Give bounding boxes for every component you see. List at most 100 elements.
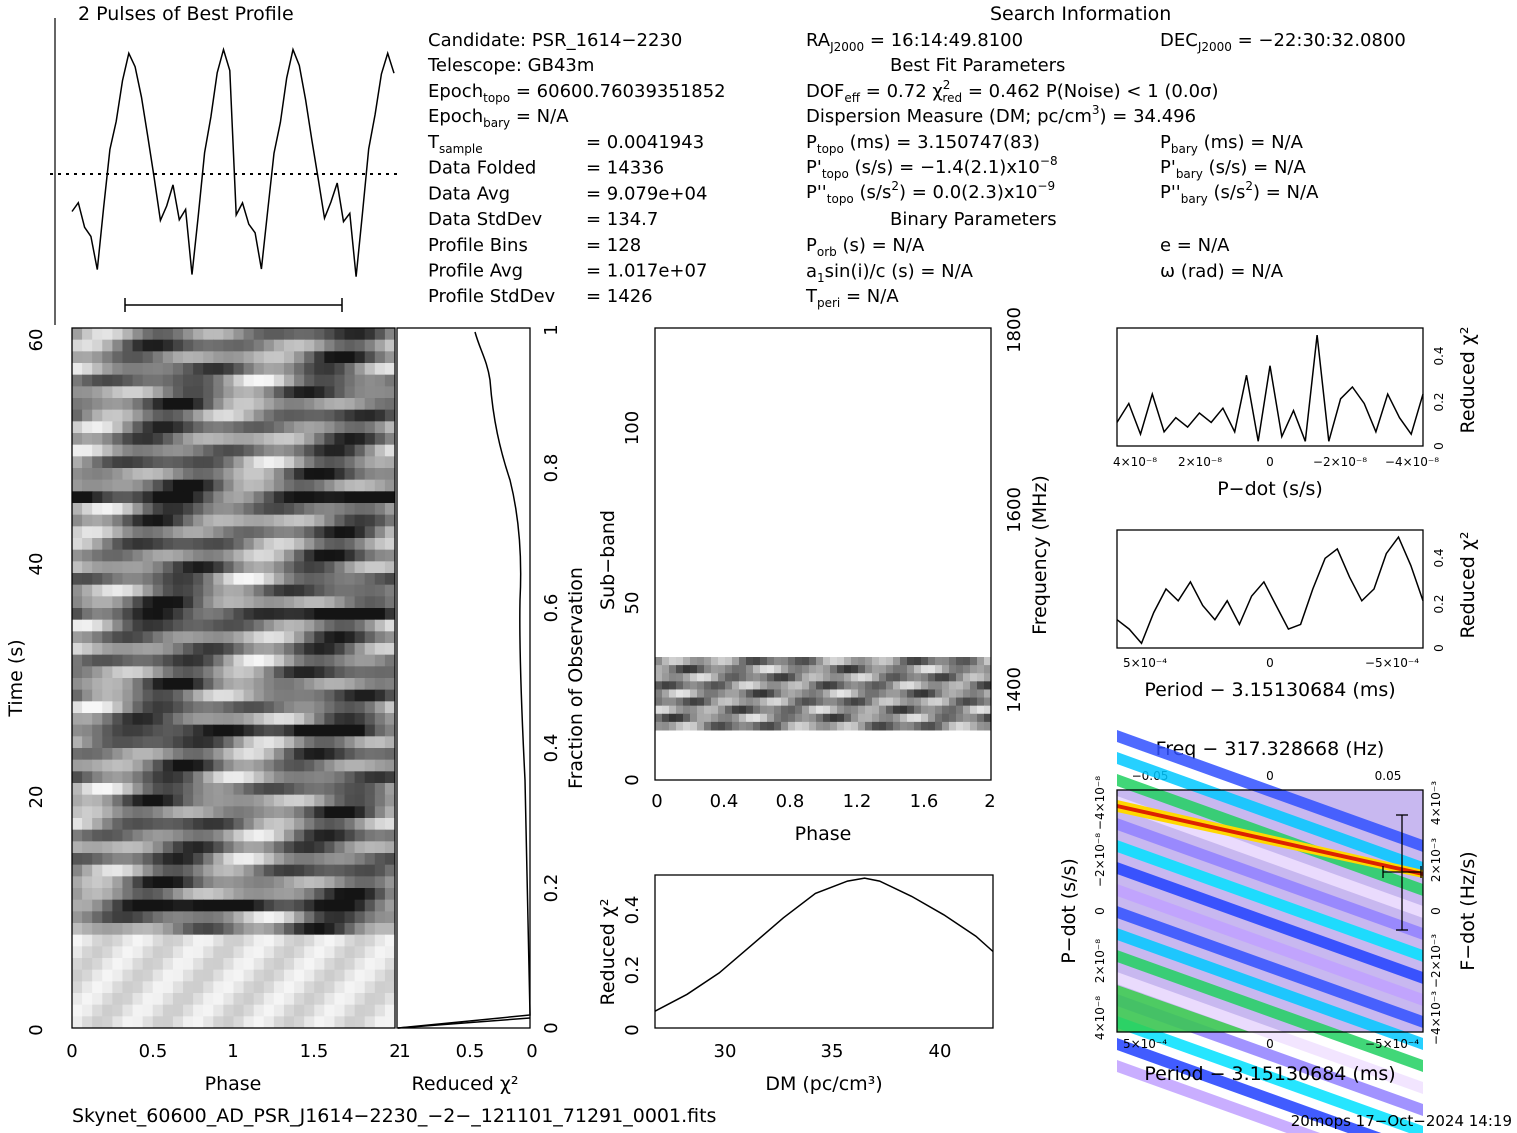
time-phase-cell — [223, 398, 234, 411]
time-phase-cell — [364, 934, 376, 947]
time-phase-cell — [193, 794, 204, 807]
time-phase-cell — [354, 584, 366, 597]
time-phase-cell — [112, 479, 123, 492]
time-phase-cell — [82, 549, 93, 562]
time-phase-cell — [273, 666, 285, 679]
subband-cell — [760, 713, 768, 723]
time-phase-cell — [223, 409, 234, 422]
time-phase-cell — [122, 374, 134, 387]
time-phase-cell — [243, 514, 255, 527]
time-phase-cell — [72, 818, 83, 831]
subband-cell — [781, 689, 789, 699]
subband-cell — [865, 665, 873, 674]
subband-cell — [865, 689, 873, 699]
time-phase-cell — [172, 328, 184, 341]
time-phase-cell — [112, 339, 123, 352]
time-phase-cell — [92, 666, 103, 679]
pd-xtick-1: 4×10⁻⁸ — [1113, 455, 1157, 469]
info-row-value: = 1426 — [586, 286, 653, 307]
time-phase-cell — [142, 736, 154, 749]
time-phase-cell — [384, 643, 396, 656]
subband-cell — [683, 681, 691, 690]
time-phase-cell — [294, 713, 305, 726]
ppdot-band — [1117, 1060, 1321, 1133]
time-phase-cell — [82, 631, 93, 644]
subband-cell — [865, 673, 873, 682]
time-phase-cell — [334, 888, 346, 901]
time-phase-cell — [203, 1004, 214, 1017]
subband-cell — [942, 705, 950, 715]
subband-cell — [914, 689, 922, 699]
time-phase-cell — [304, 841, 315, 854]
dm-xtick-40: 40 — [929, 1041, 952, 1062]
time-phase-cell — [152, 899, 164, 912]
time-phase-cell — [152, 409, 164, 422]
time-phase-cell — [193, 993, 204, 1006]
time-phase-cell — [294, 526, 305, 539]
time-phase-cell — [92, 351, 103, 364]
time-phase-cell — [253, 701, 265, 714]
time-phase-cell — [152, 759, 164, 772]
time-phase-cell — [344, 794, 356, 807]
ppdot-band — [1117, 818, 1423, 940]
time-phase-cell — [152, 748, 164, 761]
time-phase-cell — [384, 911, 396, 924]
time-phase-cell — [162, 538, 174, 551]
pr-ytick-0: 0 — [1432, 644, 1446, 652]
time-phase-cell — [142, 643, 154, 656]
subband-cell — [816, 657, 824, 666]
time-phase-cell — [102, 456, 113, 469]
time-phase-cell — [162, 421, 174, 434]
time-phase-cell — [122, 701, 134, 714]
time-phase-cell — [183, 759, 194, 772]
time-phase-cell — [203, 771, 214, 784]
time-phase-cell — [203, 678, 214, 691]
time-phase-cell — [354, 841, 366, 854]
time-phase-cell — [253, 876, 265, 889]
time-phase-cell — [233, 549, 245, 562]
subband-cell — [725, 705, 733, 715]
subband-cell — [984, 665, 992, 674]
time-phase-cell — [354, 946, 366, 959]
tp-ytick-0: 0 — [26, 1024, 47, 1035]
subband-cell — [669, 713, 677, 723]
time-phase-cell — [344, 736, 356, 749]
time-phase-cell — [283, 328, 295, 341]
subband-cell — [655, 721, 663, 731]
time-phase-cell — [142, 386, 154, 399]
time-phase-cell — [374, 923, 386, 936]
time-phase-cell — [233, 409, 245, 422]
time-phase-cell — [72, 351, 83, 364]
time-phase-cell — [283, 468, 295, 481]
time-phase-cell — [193, 1004, 204, 1017]
time-phase-cell — [253, 386, 265, 399]
info-tperi: Tperi = N/A — [805, 286, 899, 310]
time-phase-cell — [243, 934, 255, 947]
time-phase-cell — [92, 794, 103, 807]
time-phase-cell — [263, 666, 275, 679]
time-phase-cell — [273, 596, 285, 609]
time-phase-cell — [152, 444, 164, 457]
subband-cell — [844, 713, 852, 723]
subband-cell — [746, 657, 754, 666]
cumulative-chi2-series — [397, 331, 531, 1029]
time-phase-cell — [102, 864, 113, 877]
pp-ytick-5: −4×10⁻⁸ — [1093, 776, 1107, 830]
time-phase-cell — [132, 514, 144, 527]
time-phase-cell — [132, 853, 144, 866]
time-phase-cell — [112, 771, 123, 784]
time-phase-cell — [324, 619, 335, 632]
time-phase-cell — [384, 631, 396, 644]
time-phase-cell — [364, 829, 376, 842]
time-phase-cell — [324, 689, 335, 702]
time-phase-cell — [294, 689, 305, 702]
time-phase-cell — [122, 468, 134, 481]
time-phase-cell — [233, 748, 245, 761]
time-phase-cell — [374, 934, 386, 947]
time-phase-cell — [283, 456, 295, 469]
time-phase-cell — [223, 841, 234, 854]
subband-cell — [865, 657, 873, 666]
time-phase-cell — [233, 783, 245, 796]
time-phase-cell — [294, 934, 305, 947]
